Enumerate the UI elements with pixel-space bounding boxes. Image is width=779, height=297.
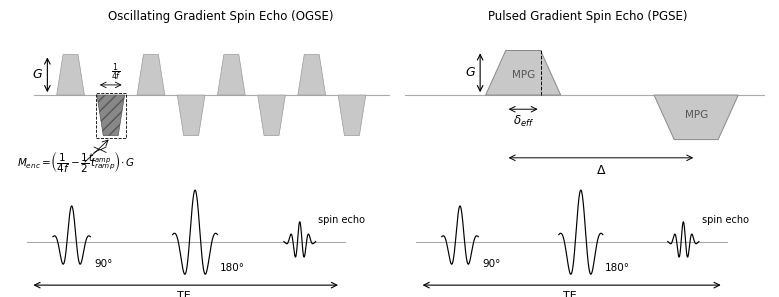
Text: 180°: 180° <box>605 263 629 273</box>
Text: TE: TE <box>177 291 191 297</box>
Text: $t_{ramp}$: $t_{ramp}$ <box>88 152 112 166</box>
Text: spin echo: spin echo <box>702 215 749 225</box>
Polygon shape <box>137 55 165 95</box>
Polygon shape <box>654 95 738 140</box>
Text: MPG: MPG <box>512 70 534 80</box>
Text: G: G <box>465 66 474 79</box>
Polygon shape <box>298 55 326 95</box>
Text: $\frac{1}{4f}$: $\frac{1}{4f}$ <box>111 61 122 83</box>
Polygon shape <box>178 95 205 135</box>
Polygon shape <box>97 95 125 135</box>
Text: 90°: 90° <box>482 259 500 269</box>
Polygon shape <box>338 95 366 135</box>
Polygon shape <box>258 95 285 135</box>
Text: TE: TE <box>563 291 576 297</box>
Polygon shape <box>57 55 84 95</box>
Text: $\Delta$: $\Delta$ <box>596 164 606 177</box>
Text: Oscillating Gradient Spin Echo (OGSE): Oscillating Gradient Spin Echo (OGSE) <box>108 10 334 23</box>
Text: $M_{enc}=\!\left(\dfrac{1}{4f}-\dfrac{1}{2}\,t_{ramp}\right)\!\cdot G$: $M_{enc}=\!\left(\dfrac{1}{4f}-\dfrac{1}… <box>17 149 136 175</box>
Text: G: G <box>32 68 42 81</box>
Text: $\delta_{eff}$: $\delta_{eff}$ <box>513 114 534 129</box>
Text: spin echo: spin echo <box>319 215 365 225</box>
Polygon shape <box>217 55 245 95</box>
Text: 180°: 180° <box>220 263 245 273</box>
Text: MPG: MPG <box>685 110 708 120</box>
Polygon shape <box>485 50 561 95</box>
Text: Pulsed Gradient Spin Echo (PGSE): Pulsed Gradient Spin Echo (PGSE) <box>488 10 688 23</box>
Text: 90°: 90° <box>94 259 112 269</box>
